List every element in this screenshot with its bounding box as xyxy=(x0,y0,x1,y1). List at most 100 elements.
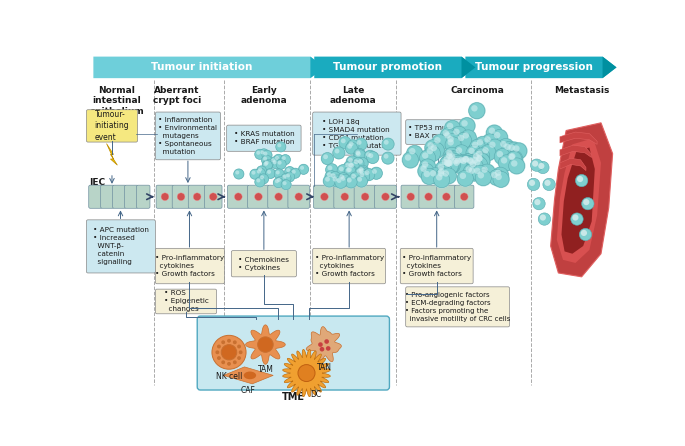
Circle shape xyxy=(346,160,359,173)
Circle shape xyxy=(474,153,490,169)
Circle shape xyxy=(290,168,301,179)
Circle shape xyxy=(452,158,459,164)
Circle shape xyxy=(277,143,282,147)
Circle shape xyxy=(369,153,373,158)
Circle shape xyxy=(331,173,336,178)
Circle shape xyxy=(573,215,579,221)
Circle shape xyxy=(431,134,449,152)
Text: DC: DC xyxy=(310,390,321,399)
FancyBboxPatch shape xyxy=(288,185,310,208)
Text: Tumour promotion: Tumour promotion xyxy=(334,62,443,72)
Circle shape xyxy=(261,155,272,165)
Circle shape xyxy=(382,193,389,201)
Circle shape xyxy=(450,157,468,174)
Circle shape xyxy=(460,154,476,170)
Circle shape xyxy=(266,169,275,178)
Circle shape xyxy=(505,141,523,159)
Circle shape xyxy=(237,345,241,348)
Circle shape xyxy=(364,150,376,162)
Text: • KRAS mutation
• BRAF mutation: • KRAS mutation • BRAF mutation xyxy=(234,131,294,145)
Circle shape xyxy=(474,159,480,165)
Circle shape xyxy=(256,165,267,177)
FancyBboxPatch shape xyxy=(156,185,174,208)
Circle shape xyxy=(476,155,482,161)
Circle shape xyxy=(444,157,460,173)
Circle shape xyxy=(406,145,423,162)
Circle shape xyxy=(475,169,491,186)
Circle shape xyxy=(501,140,519,158)
Circle shape xyxy=(434,167,452,185)
Circle shape xyxy=(264,161,269,165)
Circle shape xyxy=(476,150,482,157)
Circle shape xyxy=(473,148,490,164)
Circle shape xyxy=(364,150,377,163)
Circle shape xyxy=(469,148,475,154)
Circle shape xyxy=(357,167,369,179)
Circle shape xyxy=(401,151,419,169)
Text: Aberrant
crypt foci: Aberrant crypt foci xyxy=(153,86,201,105)
Circle shape xyxy=(347,161,358,173)
Circle shape xyxy=(221,345,237,360)
Circle shape xyxy=(466,156,482,172)
Circle shape xyxy=(336,164,350,178)
Circle shape xyxy=(538,213,551,225)
Circle shape xyxy=(471,151,486,167)
Circle shape xyxy=(466,165,482,181)
Circle shape xyxy=(356,175,367,187)
Text: TAN: TAN xyxy=(317,363,332,372)
Circle shape xyxy=(466,166,472,173)
FancyBboxPatch shape xyxy=(89,185,102,208)
Circle shape xyxy=(254,149,265,160)
Circle shape xyxy=(421,168,438,185)
FancyBboxPatch shape xyxy=(401,185,421,208)
Circle shape xyxy=(460,153,477,170)
Circle shape xyxy=(274,169,285,179)
Circle shape xyxy=(327,172,332,177)
Circle shape xyxy=(347,144,352,149)
Circle shape xyxy=(460,154,476,170)
Circle shape xyxy=(366,152,371,157)
Circle shape xyxy=(285,166,295,177)
FancyBboxPatch shape xyxy=(400,248,473,284)
Circle shape xyxy=(449,153,456,160)
Polygon shape xyxy=(560,158,586,170)
Circle shape xyxy=(353,149,366,162)
Circle shape xyxy=(221,360,225,364)
Circle shape xyxy=(325,163,338,176)
Circle shape xyxy=(325,177,330,182)
Circle shape xyxy=(450,155,466,171)
Circle shape xyxy=(459,118,475,134)
Circle shape xyxy=(348,162,353,167)
Circle shape xyxy=(382,138,394,150)
Circle shape xyxy=(466,164,484,182)
Circle shape xyxy=(161,193,169,201)
Circle shape xyxy=(447,151,462,167)
Circle shape xyxy=(264,162,268,166)
Text: IEC: IEC xyxy=(90,178,105,187)
Circle shape xyxy=(452,155,469,171)
Circle shape xyxy=(506,142,522,158)
Circle shape xyxy=(460,129,477,147)
Circle shape xyxy=(469,138,486,156)
FancyBboxPatch shape xyxy=(314,185,336,208)
Circle shape xyxy=(545,180,551,186)
Polygon shape xyxy=(551,123,612,277)
Circle shape xyxy=(320,347,324,351)
Ellipse shape xyxy=(244,372,256,379)
FancyBboxPatch shape xyxy=(172,185,190,208)
Circle shape xyxy=(463,164,480,180)
Circle shape xyxy=(346,155,359,169)
Circle shape xyxy=(281,179,292,190)
Circle shape xyxy=(427,167,445,185)
Circle shape xyxy=(357,169,362,173)
Circle shape xyxy=(467,159,484,175)
Circle shape xyxy=(458,117,476,135)
Circle shape xyxy=(438,170,445,177)
Circle shape xyxy=(281,173,291,183)
Circle shape xyxy=(428,142,445,158)
Circle shape xyxy=(255,168,266,178)
Circle shape xyxy=(441,153,458,169)
Circle shape xyxy=(265,168,276,179)
Circle shape xyxy=(487,139,503,155)
Circle shape xyxy=(419,159,436,175)
